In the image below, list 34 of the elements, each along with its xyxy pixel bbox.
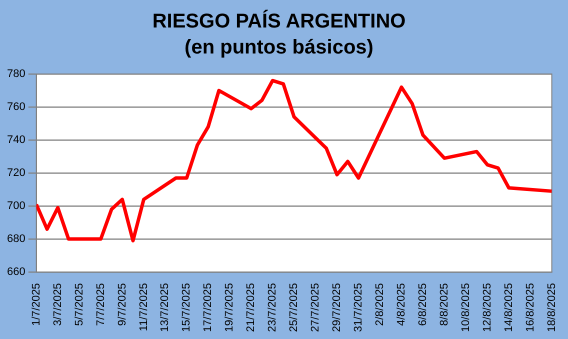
y-tick-label: 700 xyxy=(6,200,26,212)
x-tick-label: 14/8/2025 xyxy=(502,283,515,332)
x-tick-label: 15/7/2025 xyxy=(180,283,193,332)
x-tick-label: 10/8/2025 xyxy=(460,283,472,332)
x-tick-label: 9/7/2025 xyxy=(116,283,128,326)
y-tick-label: 780 xyxy=(6,68,26,80)
x-tick-label: 18/8/2025 xyxy=(546,283,558,332)
x-tick-label: 23/7/2025 xyxy=(266,283,279,332)
y-tick-label: 680 xyxy=(6,233,26,246)
chart-title: RIESGO PAÍS ARGENTINO xyxy=(152,10,406,33)
y-tick-label: 660 xyxy=(6,266,26,278)
x-tick-label: 17/7/2025 xyxy=(202,283,214,332)
x-tick-label: 13/7/2025 xyxy=(159,283,172,332)
x-tick-label: 27/7/2025 xyxy=(310,283,322,332)
x-tick-label: 29/7/2025 xyxy=(331,283,344,332)
x-tick-label: 3/7/2025 xyxy=(52,283,64,326)
x-tick-label: 21/7/2025 xyxy=(245,283,258,332)
chart-subtitle: (en puntos básicos) xyxy=(184,36,374,59)
x-tick-label: 19/7/2025 xyxy=(224,283,236,332)
x-tick-label: 25/7/2025 xyxy=(288,283,300,332)
x-tick-label: 1/7/2025 xyxy=(30,283,42,326)
x-tick-label: 12/8/2025 xyxy=(481,283,494,332)
y-tick-label: 760 xyxy=(6,101,26,114)
y-tick-label: 740 xyxy=(6,134,26,146)
x-tick-label: 31/7/2025 xyxy=(352,283,365,332)
x-tick-label: 5/7/2025 xyxy=(73,283,86,326)
x-tick-label: 6/8/2025 xyxy=(416,283,429,326)
x-tick-label: 2/8/2025 xyxy=(374,283,386,326)
x-tick-label: 8/8/2025 xyxy=(438,283,450,326)
x-tick-label: 4/8/2025 xyxy=(395,283,408,326)
x-tick-label: 11/7/2025 xyxy=(138,283,150,332)
y-tick-label: 720 xyxy=(6,167,26,180)
x-tick-label: 16/8/2025 xyxy=(524,283,536,332)
x-tick-label: 7/7/2025 xyxy=(94,283,107,326)
